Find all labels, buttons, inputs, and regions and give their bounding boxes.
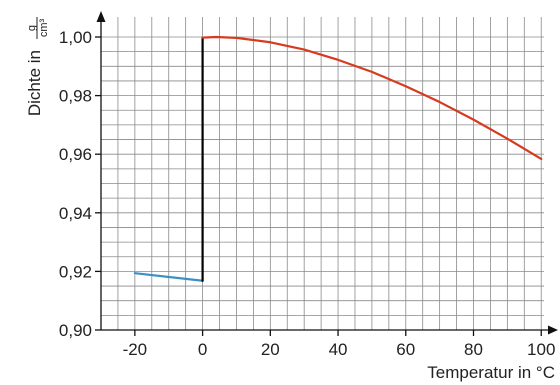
y-axis-unit-numerator: g xyxy=(26,25,38,31)
y-tick-label: 0,94 xyxy=(59,204,92,223)
x-tick-label: -20 xyxy=(123,340,148,359)
x-tick-label: 40 xyxy=(329,340,348,359)
x-axis-arrowhead xyxy=(548,325,558,335)
y-tick-label: 0,98 xyxy=(59,87,92,106)
y-axis-label: Dichte in g cm³ xyxy=(25,17,50,116)
y-tick-label: 0,90 xyxy=(59,321,92,340)
y-axis-label-text: Dichte in xyxy=(25,50,44,116)
x-tick-label: 100 xyxy=(527,340,555,359)
x-tick-label: 0 xyxy=(198,340,207,359)
y-tick-label: 0,96 xyxy=(59,145,92,164)
axes: 0,90 0,92 0,94 0,96 0,98 1,00 -20 0 20 40 60 80 100 xyxy=(59,11,558,359)
x-tick-label: 60 xyxy=(396,340,415,359)
x-tick-label: 20 xyxy=(261,340,280,359)
series-group xyxy=(133,35,543,282)
y-axis-unit-denominator: cm³ xyxy=(38,19,50,38)
y-axis-arrowhead xyxy=(96,11,106,22)
y-tick-label: 0,92 xyxy=(59,262,92,281)
x-tick-label: 80 xyxy=(464,340,483,359)
series-line xyxy=(201,35,543,160)
labels: Temperatur in °C Dichte in g cm³ xyxy=(25,17,555,382)
series-line xyxy=(133,272,204,282)
y-tick-label: 1,00 xyxy=(59,28,92,47)
grid xyxy=(100,17,544,330)
x-axis-label: Temperatur in °C xyxy=(427,363,555,382)
